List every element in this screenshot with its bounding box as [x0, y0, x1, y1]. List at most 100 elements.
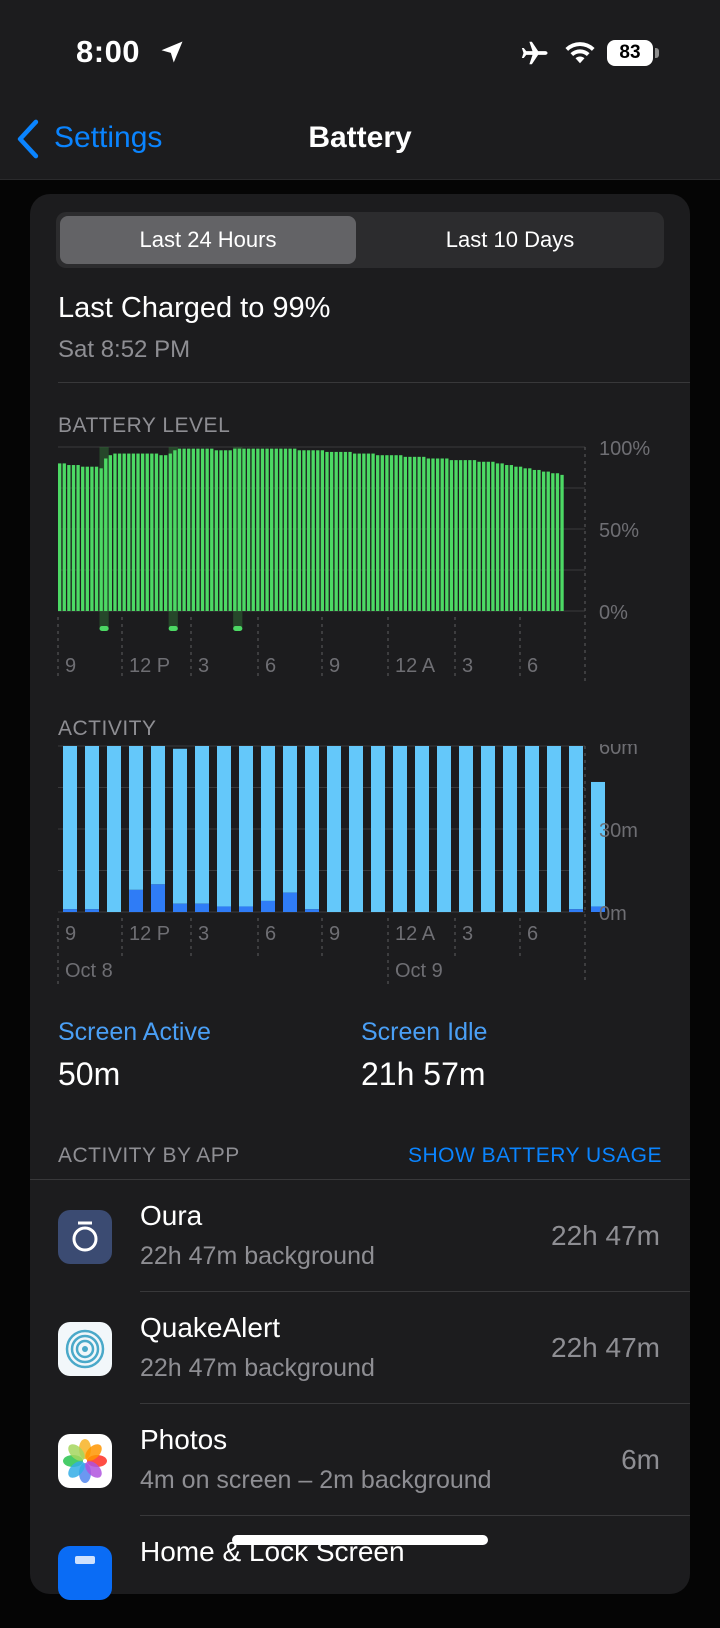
battery-bar	[182, 448, 186, 611]
idle-bar	[415, 746, 429, 912]
divider	[30, 1179, 690, 1180]
battery-bar	[343, 451, 348, 611]
battery-bar	[205, 448, 209, 611]
app-row-oura[interactable]: Oura 22h 47m background 22h 47m	[30, 1180, 690, 1292]
home-indicator[interactable]	[232, 1535, 488, 1545]
app-name: Photos	[140, 1424, 228, 1455]
app-row-quakealert[interactable]: QuakeAlert 22h 47m background 22h 47m	[30, 1292, 690, 1404]
tab-last-24-hours[interactable]: Last 24 Hours	[60, 216, 356, 264]
battery-bar	[279, 448, 283, 611]
battery-bar	[288, 448, 292, 611]
x-tick-label: 9	[329, 923, 340, 945]
battery-bar	[168, 453, 172, 611]
battery-bar	[242, 448, 246, 611]
back-chevron-icon[interactable]	[14, 118, 42, 160]
home-lock-icon	[58, 1546, 112, 1600]
date-label: Oct 8	[65, 960, 113, 982]
battery-bar	[81, 466, 85, 611]
battery-bar	[104, 458, 108, 611]
battery-bar	[482, 461, 486, 611]
idle-bar	[151, 746, 165, 885]
airplane-mode-icon	[521, 41, 548, 65]
idle-bar	[481, 746, 495, 912]
idle-bar	[85, 746, 99, 910]
battery-bar	[122, 453, 126, 611]
idle-bar	[525, 746, 539, 912]
idle-bar	[569, 746, 583, 910]
app-name: Oura	[140, 1200, 203, 1231]
battery-bar	[237, 448, 242, 611]
back-button[interactable]: Settings	[54, 121, 163, 154]
charging-indicator	[168, 626, 178, 631]
battery-bar	[85, 466, 89, 611]
battery-bar	[551, 473, 555, 611]
battery-bar	[403, 456, 408, 611]
battery-bar	[223, 450, 228, 611]
battery-bar	[537, 469, 541, 611]
battery-bar	[251, 448, 255, 611]
battery-bar	[265, 448, 269, 611]
battery-level-label: BATTERY LEVEL	[58, 414, 231, 437]
battery-bar	[486, 461, 490, 611]
active-bar	[217, 906, 231, 912]
idle-bar	[327, 746, 341, 912]
x-tick-label: 12 A	[395, 923, 436, 945]
battery-indicator: 83	[607, 40, 653, 66]
activity-chart: 60m 30m 0m 9 12 P 3 6 9 12 A 3 6 Oct 8 Oct 9	[57, 744, 638, 984]
app-detail: 22h 47m background	[140, 1354, 375, 1382]
battery-bar	[94, 466, 99, 611]
battery-bar	[62, 463, 66, 611]
battery-bar	[435, 458, 440, 611]
show-battery-usage-button[interactable]: SHOW BATTERY USAGE	[407, 1144, 662, 1167]
battery-bar	[412, 456, 417, 611]
battery-bar	[352, 453, 357, 611]
x-tick-label: 6	[527, 923, 538, 945]
battery-bar	[150, 453, 154, 611]
last-charged-title: Last Charged to 99%	[58, 292, 331, 324]
battery-bar	[495, 463, 500, 611]
battery-bar	[260, 448, 265, 611]
battery-bar	[445, 458, 449, 611]
app-detail: 4m on screen – 2m background	[140, 1466, 492, 1494]
wifi-icon	[565, 42, 595, 64]
app-row-photos[interactable]: Photos 4m on screen – 2m background 6m	[30, 1404, 690, 1516]
active-bar	[305, 909, 319, 912]
battery-bar	[440, 458, 444, 611]
battery-bar	[99, 468, 103, 611]
idle-bar	[305, 746, 319, 910]
battery-bar	[71, 465, 76, 611]
battery-bar	[491, 461, 495, 611]
battery-level-chart: 100% 50% 0% 9 12 P 3 6 9 12 A 3 6	[57, 439, 650, 684]
x-tick-label: 12 A	[395, 655, 436, 677]
app-time: 22h 47m	[551, 1332, 660, 1363]
app-time: 22h 47m	[551, 1220, 660, 1251]
app-row-home-lock-screen[interactable]: Home & Lock Screen	[30, 1516, 690, 1628]
tab-last-10-days[interactable]: Last 10 Days	[445, 227, 575, 252]
battery-bar	[173, 450, 177, 611]
screen-idle-label: Screen Idle	[361, 1018, 488, 1046]
row-divider	[140, 1515, 690, 1516]
battery-bar	[108, 455, 113, 611]
active-bar	[173, 903, 187, 912]
battery-bar	[246, 448, 251, 611]
x-tick-label: 9	[65, 655, 76, 677]
x-tick-label: 12 P	[129, 655, 170, 677]
charging-indicator	[99, 626, 109, 631]
active-bar	[569, 909, 583, 912]
charging-band	[168, 447, 178, 627]
y-tick-label: 30m	[599, 820, 638, 842]
battery-bar	[458, 460, 463, 611]
idle-bar	[459, 746, 473, 912]
battery-bar	[127, 453, 131, 611]
battery-bar	[177, 448, 182, 611]
battery-bar	[329, 451, 334, 611]
battery-bar	[366, 453, 371, 611]
active-bar	[239, 906, 253, 912]
battery-bar	[532, 469, 537, 611]
battery-bar	[449, 460, 454, 611]
location-arrow-icon	[161, 41, 183, 63]
battery-bar	[394, 455, 398, 611]
date-label: Oct 9	[395, 960, 443, 982]
battery-bar	[320, 450, 325, 611]
x-tick-label: 3	[462, 655, 473, 677]
